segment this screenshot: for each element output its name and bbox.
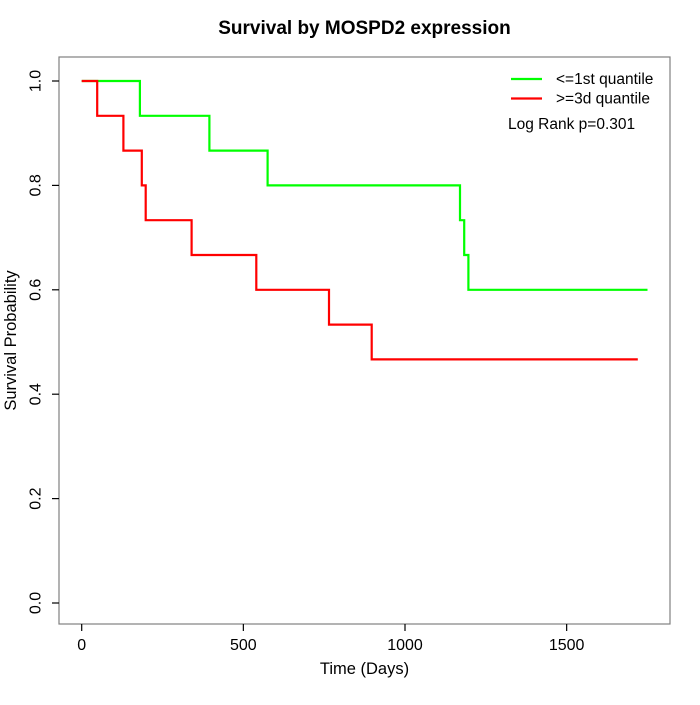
y-tick-label: 0.2	[28, 487, 45, 509]
y-tick-label: 0.4	[28, 383, 45, 405]
x-tick-label: 1000	[387, 637, 423, 654]
x-axis-title: Time (Days)	[320, 660, 409, 678]
legend-label-first-quantile: <=1st quantile	[556, 71, 653, 88]
survival-curve-first-quantile	[81, 79, 648, 291]
x-tick-label: 1500	[549, 637, 585, 654]
y-tick-label: 0.0	[28, 592, 45, 614]
y-tick-label: 0.8	[28, 174, 45, 196]
y-tick-label: 0.6	[28, 279, 45, 301]
legend-label-third-quantile: >=3d quantile	[556, 91, 650, 108]
y-tick-label: 1.0	[28, 70, 45, 92]
log-rank-pvalue: Log Rank p=0.301	[508, 116, 635, 133]
survival-curve-third-quantile	[81, 79, 638, 361]
legend: <=1st quantile >=3d quantile Log Rank p=…	[508, 71, 653, 133]
axes: 0 500 1000 1500 0.0 0.2 0.4 0.6 0.8 1.0	[28, 70, 585, 654]
survival-curves	[81, 79, 648, 361]
y-axis-title: Survival Probability	[2, 270, 20, 411]
x-tick-label: 500	[230, 637, 257, 654]
chart-title: Survival by MOSPD2 expression	[218, 18, 511, 39]
plot-border	[58, 56, 671, 625]
x-tick-label: 0	[77, 637, 86, 654]
